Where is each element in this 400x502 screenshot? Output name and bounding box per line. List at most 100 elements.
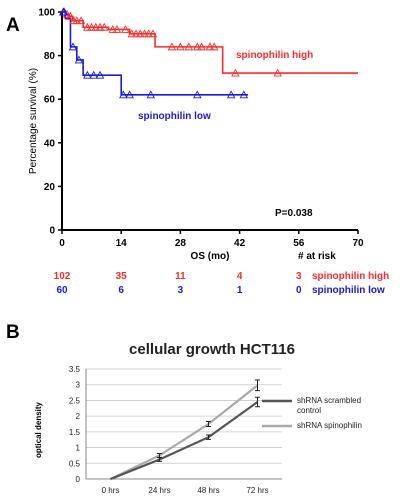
km-censor-mark xyxy=(125,90,134,99)
km-censor-mark xyxy=(148,29,158,38)
km-y-tick-label: 80 xyxy=(44,51,56,62)
km-censor-mark xyxy=(83,22,92,31)
growth-x-tick-label: 24 hrs xyxy=(148,486,170,495)
km-censor-mark xyxy=(112,24,122,33)
growth-x-tick-label: 72 hrs xyxy=(246,486,268,495)
km-censor-mark xyxy=(87,22,96,31)
growth-y-axis-label: optical density xyxy=(34,401,43,458)
km-censor-mark xyxy=(119,90,128,99)
km-censor-mark xyxy=(197,42,206,51)
km-x-tick-label: 56 xyxy=(293,238,305,249)
km-censor-mark xyxy=(121,24,130,33)
p-value-annotation: P=0.038 xyxy=(275,208,313,219)
growth-y-tick-label: 2.5 xyxy=(69,396,81,405)
km-x-tick-label: 70 xyxy=(352,238,364,249)
growth-y-tick-label: 2 xyxy=(76,412,81,421)
growth-y-tick-label: 3.5 xyxy=(69,365,81,374)
at-risk-value: 11 xyxy=(175,271,186,282)
km-censor-mark xyxy=(146,90,156,99)
km-y-tick-label: 100 xyxy=(38,8,55,19)
km-x-tick-label: 42 xyxy=(234,238,246,249)
km-x-tick-label: 28 xyxy=(175,238,187,249)
km-censor-mark xyxy=(140,29,149,38)
km-y-tick-label: 20 xyxy=(44,182,56,193)
km-censor-mark xyxy=(95,22,105,31)
growth-y-tick-label: 3 xyxy=(76,381,81,390)
km-censor-mark xyxy=(184,42,194,51)
km-x-tick-label: 0 xyxy=(59,238,65,249)
km-censor-mark xyxy=(205,42,215,51)
km-censor-mark xyxy=(95,70,105,79)
growth-chart-title: cellular growth HCT116 xyxy=(129,341,295,358)
km-censor-mark xyxy=(209,42,219,51)
growth-y-tick-label: 1.5 xyxy=(69,428,81,437)
at-risk-value: 3 xyxy=(296,271,302,282)
at-risk-value: 6 xyxy=(118,285,124,296)
growth-line xyxy=(110,384,259,480)
growth-x-tick-label: 0 hrs xyxy=(102,486,120,495)
km-censor-mark xyxy=(176,42,185,51)
km-censor-mark xyxy=(144,29,153,38)
km-censor-mark xyxy=(108,24,117,33)
growth-error-bar xyxy=(206,434,211,440)
km-censor-mark xyxy=(83,70,92,79)
km-censor-mark xyxy=(89,70,98,79)
km-censor-mark xyxy=(66,11,75,20)
growth-line xyxy=(110,401,259,481)
series-label-low: spinophilin low xyxy=(138,111,211,122)
growth-error-bar xyxy=(157,457,162,462)
at-risk-header: # at risk xyxy=(298,251,336,262)
km-y-axis-label: Percentage survival (%) xyxy=(28,68,39,174)
at-risk-value: 4 xyxy=(237,271,243,282)
km-censor-mark xyxy=(135,29,145,38)
legend-label-scrambled: shRNA scrambled control xyxy=(297,396,361,415)
km-censor-mark xyxy=(131,29,141,38)
panel-a-label: A xyxy=(6,15,20,36)
at-risk-row-label-high: spinophilin high xyxy=(312,271,389,282)
at-risk-row-label-low: spinophilin low xyxy=(312,285,385,296)
km-y-tick-label: 0 xyxy=(49,226,55,237)
growth-error-bar xyxy=(255,396,260,408)
km-censor-mark xyxy=(167,42,177,51)
growth-y-tick-label: 0.5 xyxy=(69,459,81,468)
km-y-tick-label: 40 xyxy=(44,138,56,149)
at-risk-value: 1 xyxy=(237,285,243,296)
legend-label-spinophilin: shRNA spinophilin xyxy=(297,421,362,430)
km-censor-mark xyxy=(68,42,78,51)
km-line-low xyxy=(62,11,249,96)
at-risk-value: 3 xyxy=(178,285,184,296)
at-risk-value: 0 xyxy=(296,285,302,296)
at-risk-value: 60 xyxy=(56,285,68,296)
panel-b-label: B xyxy=(6,322,20,343)
km-censor-mark xyxy=(231,68,240,77)
km-x-tick-label: 14 xyxy=(116,238,128,249)
growth-error-bar xyxy=(206,420,211,428)
km-censor-mark xyxy=(91,22,101,31)
at-risk-value: 102 xyxy=(54,271,71,282)
growth-chart: cellular growth HCT116 0 0.5 1 1.5 2 2.5 3 3.5 0… xyxy=(34,341,362,495)
km-censor-mark xyxy=(100,22,109,31)
growth-error-bar xyxy=(255,379,260,392)
growth-y-tick-label: 1 xyxy=(76,444,81,453)
km-censor-mark xyxy=(127,29,137,38)
km-censor-mark xyxy=(273,68,282,77)
km-censor-mark xyxy=(59,7,69,16)
at-risk-value: 35 xyxy=(116,271,128,282)
km-censor-mark xyxy=(62,9,72,18)
growth-y-tick-label: 0 xyxy=(76,475,81,484)
km-censor-mark xyxy=(193,90,202,99)
km-censor-mark xyxy=(193,42,202,51)
km-y-tick-label: 60 xyxy=(44,95,56,106)
km-censor-mark xyxy=(239,90,249,99)
km-censor-mark xyxy=(74,55,84,64)
km-censor-mark xyxy=(76,16,86,25)
series-label-high: spinophilin high xyxy=(236,50,313,61)
growth-legend: shRNA scrambled control shRNA spinophilin xyxy=(262,396,362,430)
km-line-high xyxy=(62,11,358,74)
km-x-axis-label: OS (mo) xyxy=(191,251,230,262)
km-censor-mark xyxy=(72,16,82,25)
km-censor-mark xyxy=(226,90,236,99)
growth-x-tick-label: 48 hrs xyxy=(197,486,219,495)
